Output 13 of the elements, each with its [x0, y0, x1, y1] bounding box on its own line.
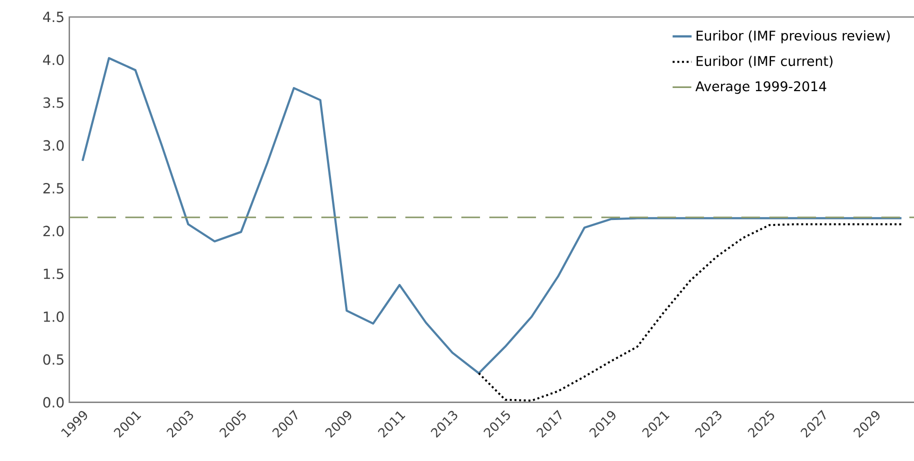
y-tick-label: 1.0: [44, 311, 64, 322]
y-tick-label: 3.0: [43, 140, 64, 151]
y-tick-label: 0.0: [43, 397, 64, 408]
legend-label: Euribor (IMF previous review): [696, 30, 890, 44]
y-tick-label: 3.5: [43, 97, 64, 108]
y-tick-label: 1.5: [44, 268, 64, 280]
y-tick-label: 4.0: [43, 54, 64, 66]
y-tick-label: 2.0: [43, 226, 64, 236]
y-tick-label: 4.5: [43, 12, 64, 22]
legend-label: Average 1999-2014: [695, 81, 826, 94]
legend-label: Euribor (IMF current): [696, 56, 832, 68]
y-tick-label: 2.5: [43, 182, 64, 194]
y-tick-label: 0.5: [43, 354, 64, 365]
